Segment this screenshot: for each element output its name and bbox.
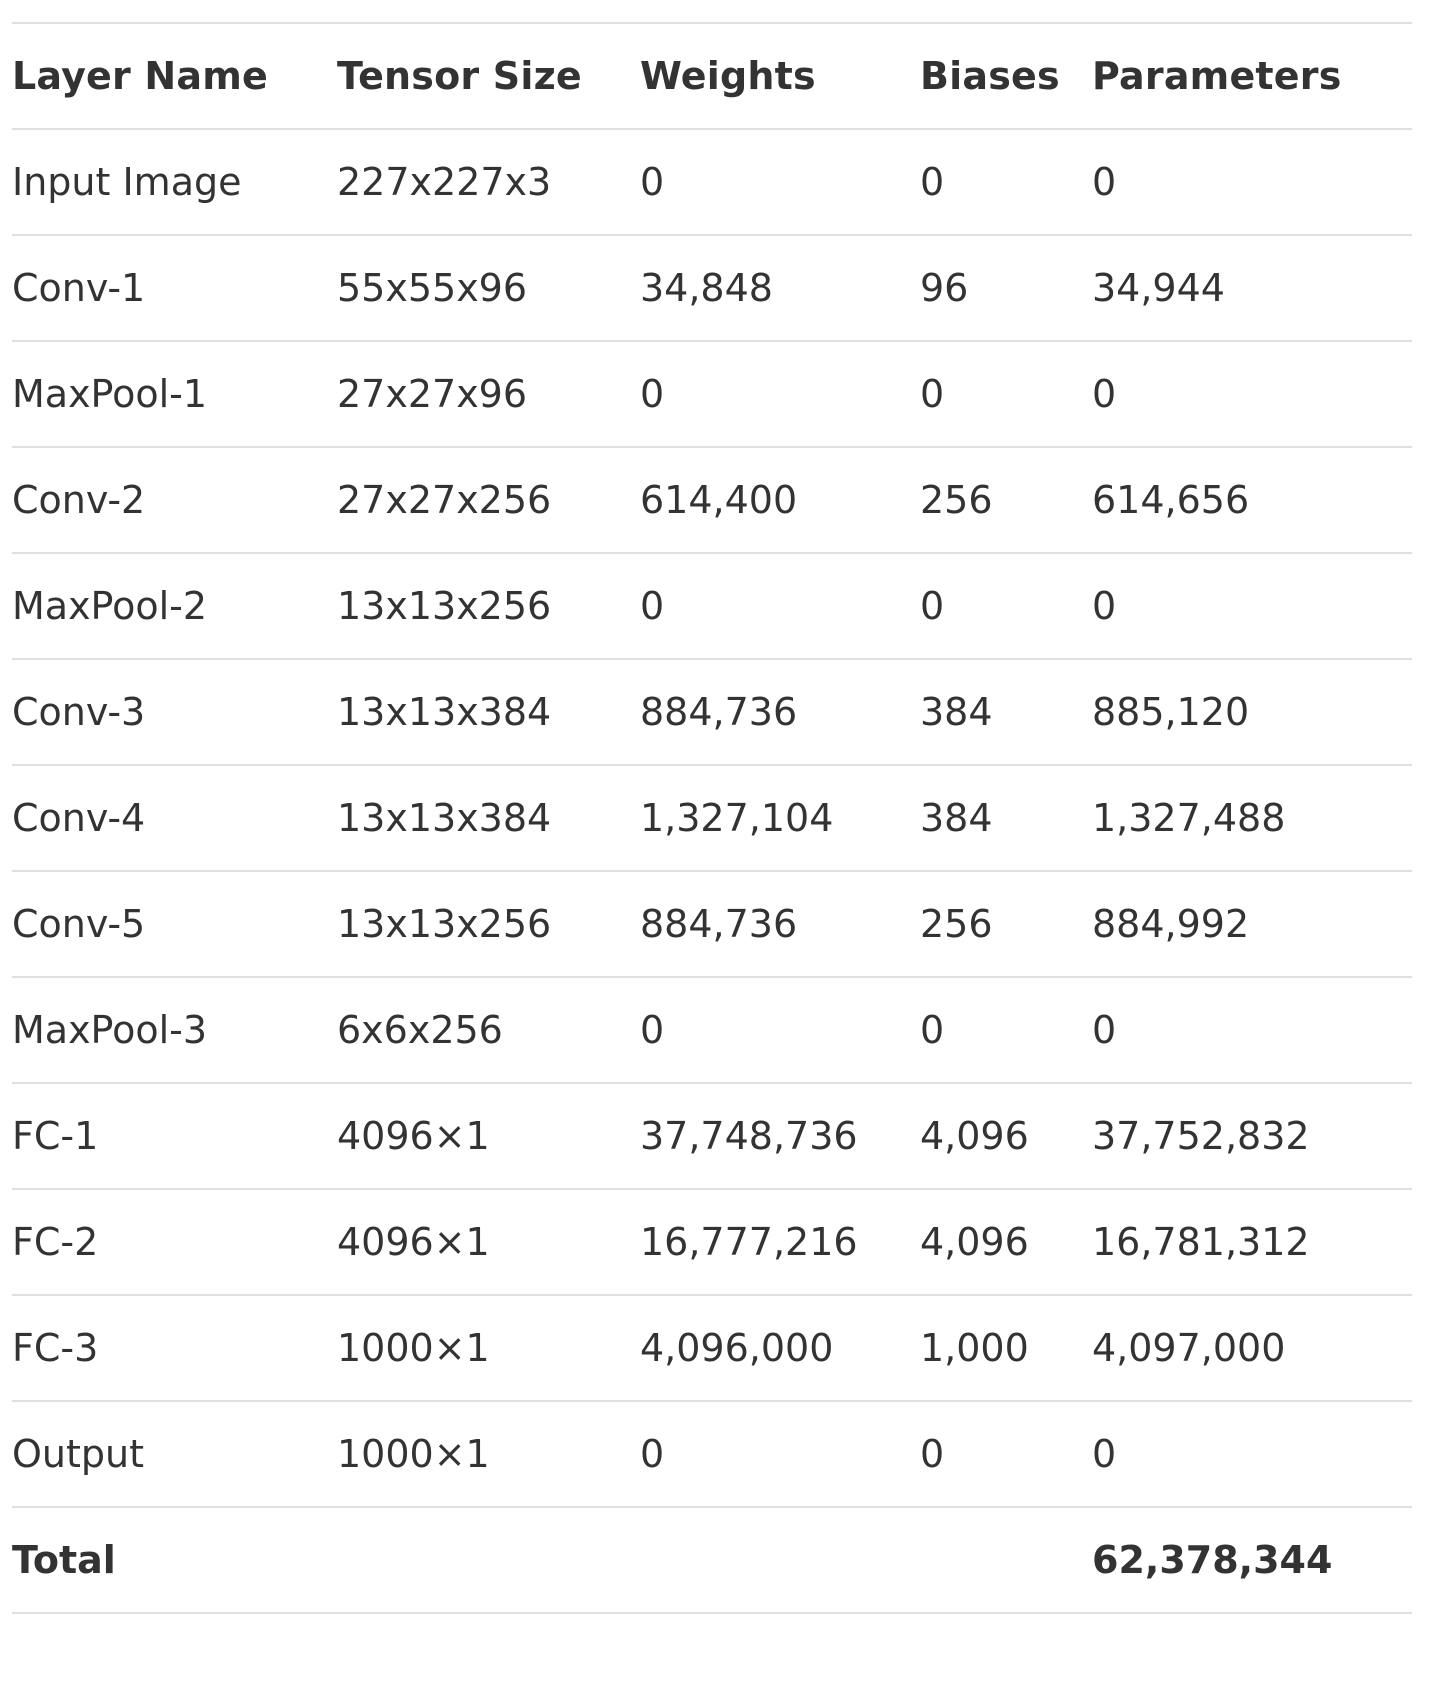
- total-tensor-size: [337, 1507, 640, 1613]
- header-layer-name: Layer Name: [12, 54, 269, 98]
- cell-weights: 4,096,000: [640, 1326, 834, 1370]
- cell-tensor-size: 4096×1: [337, 1114, 490, 1158]
- cell-tensor-size: 1000×1: [337, 1432, 490, 1476]
- cell-layer-name: FC-1: [12, 1114, 99, 1158]
- cell-biases: 1,000: [920, 1326, 1029, 1370]
- cell-biases: 0: [920, 1432, 945, 1476]
- cell-tensor-size: 13x13x384: [337, 690, 552, 734]
- cell-tensor-size: 27x27x96: [337, 372, 528, 416]
- total-weights: [640, 1507, 920, 1613]
- cell-parameters: 0: [1092, 372, 1117, 416]
- cell-tensor-size: 55x55x96: [337, 266, 528, 310]
- header-tensor-size: Tensor Size: [337, 54, 582, 98]
- parameter-table-container: Layer Name Tensor Size Weights Biases Pa…: [12, 22, 1412, 1614]
- table-row: Output 1000×1 0 0 0: [12, 1401, 1412, 1507]
- cell-layer-name: Conv-3: [12, 690, 146, 734]
- cell-tensor-size: 6x6x256: [337, 1008, 503, 1052]
- cell-weights: 0: [640, 160, 665, 204]
- cell-tensor-size: 13x13x256: [337, 584, 552, 628]
- table-row: FC-2 4096×1 16,777,216 4,096 16,781,312: [12, 1189, 1412, 1295]
- cell-layer-name: Input Image: [12, 160, 242, 204]
- cell-tensor-size: 13x13x384: [337, 796, 552, 840]
- header-weights: Weights: [640, 54, 816, 98]
- cell-biases: 0: [920, 584, 945, 628]
- cell-biases: 4,096: [920, 1114, 1029, 1158]
- cell-layer-name: Conv-5: [12, 902, 146, 946]
- cell-tensor-size: 13x13x256: [337, 902, 552, 946]
- cell-tensor-size: 227x227x3: [337, 160, 552, 204]
- cell-weights: 0: [640, 584, 665, 628]
- cell-layer-name: Conv-4: [12, 796, 146, 840]
- cell-tensor-size: 1000×1: [337, 1326, 490, 1370]
- parameter-table: Layer Name Tensor Size Weights Biases Pa…: [12, 22, 1412, 1614]
- cell-parameters: 0: [1092, 1432, 1117, 1476]
- cell-parameters: 885,120: [1092, 690, 1250, 734]
- cell-layer-name: FC-2: [12, 1220, 99, 1264]
- cell-parameters: 0: [1092, 160, 1117, 204]
- table-row: FC-1 4096×1 37,748,736 4,096 37,752,832: [12, 1083, 1412, 1189]
- cell-tensor-size: 27x27x256: [337, 478, 552, 522]
- cell-layer-name: MaxPool-2: [12, 584, 208, 628]
- cell-layer-name: Conv-2: [12, 478, 146, 522]
- cell-parameters: 614,656: [1092, 478, 1250, 522]
- cell-biases: 256: [920, 902, 993, 946]
- cell-weights: 34,848: [640, 266, 773, 310]
- cell-tensor-size: 4096×1: [337, 1220, 490, 1264]
- cell-biases: 384: [920, 796, 993, 840]
- table-row: MaxPool-2 13x13x256 0 0 0: [12, 553, 1412, 659]
- total-row: Total 62,378,344: [12, 1507, 1412, 1613]
- cell-biases: 256: [920, 478, 993, 522]
- cell-biases: 384: [920, 690, 993, 734]
- cell-layer-name: Output: [12, 1432, 144, 1476]
- cell-biases: 0: [920, 372, 945, 416]
- cell-parameters: 884,992: [1092, 902, 1250, 946]
- cell-layer-name: MaxPool-3: [12, 1008, 208, 1052]
- table-row: Input Image 227x227x3 0 0 0: [12, 129, 1412, 235]
- cell-parameters: 1,327,488: [1092, 796, 1286, 840]
- cell-layer-name: Conv-1: [12, 266, 146, 310]
- cell-biases: 0: [920, 1008, 945, 1052]
- cell-weights: 0: [640, 1432, 665, 1476]
- cell-biases: 96: [920, 266, 969, 310]
- cell-weights: 0: [640, 1008, 665, 1052]
- cell-biases: 4,096: [920, 1220, 1029, 1264]
- cell-parameters: 34,944: [1092, 266, 1225, 310]
- total-parameters: 62,378,344: [1092, 1538, 1333, 1582]
- table-row: Conv-4 13x13x384 1,327,104 384 1,327,488: [12, 765, 1412, 871]
- cell-parameters: 0: [1092, 1008, 1117, 1052]
- cell-parameters: 4,097,000: [1092, 1326, 1286, 1370]
- cell-weights: 37,748,736: [640, 1114, 858, 1158]
- table-row: FC-3 1000×1 4,096,000 1,000 4,097,000: [12, 1295, 1412, 1401]
- table-row: MaxPool-3 6x6x256 0 0 0: [12, 977, 1412, 1083]
- table-header-row: Layer Name Tensor Size Weights Biases Pa…: [12, 23, 1412, 129]
- header-parameters: Parameters: [1092, 54, 1342, 98]
- cell-parameters: 0: [1092, 584, 1117, 628]
- table-row: Conv-2 27x27x256 614,400 256 614,656: [12, 447, 1412, 553]
- cell-layer-name: FC-3: [12, 1326, 99, 1370]
- cell-weights: 614,400: [640, 478, 798, 522]
- cell-parameters: 16,781,312: [1092, 1220, 1310, 1264]
- cell-biases: 0: [920, 160, 945, 204]
- table-row: Conv-1 55x55x96 34,848 96 34,944: [12, 235, 1412, 341]
- cell-weights: 16,777,216: [640, 1220, 858, 1264]
- header-biases: Biases: [920, 54, 1060, 98]
- table-row: Conv-5 13x13x256 884,736 256 884,992: [12, 871, 1412, 977]
- cell-weights: 1,327,104: [640, 796, 834, 840]
- total-label: Total: [12, 1538, 116, 1582]
- cell-weights: 884,736: [640, 902, 798, 946]
- cell-weights: 884,736: [640, 690, 798, 734]
- total-biases: [920, 1507, 1092, 1613]
- table-row: Conv-3 13x13x384 884,736 384 885,120: [12, 659, 1412, 765]
- cell-parameters: 37,752,832: [1092, 1114, 1310, 1158]
- cell-weights: 0: [640, 372, 665, 416]
- table-row: MaxPool-1 27x27x96 0 0 0: [12, 341, 1412, 447]
- cell-layer-name: MaxPool-1: [12, 372, 208, 416]
